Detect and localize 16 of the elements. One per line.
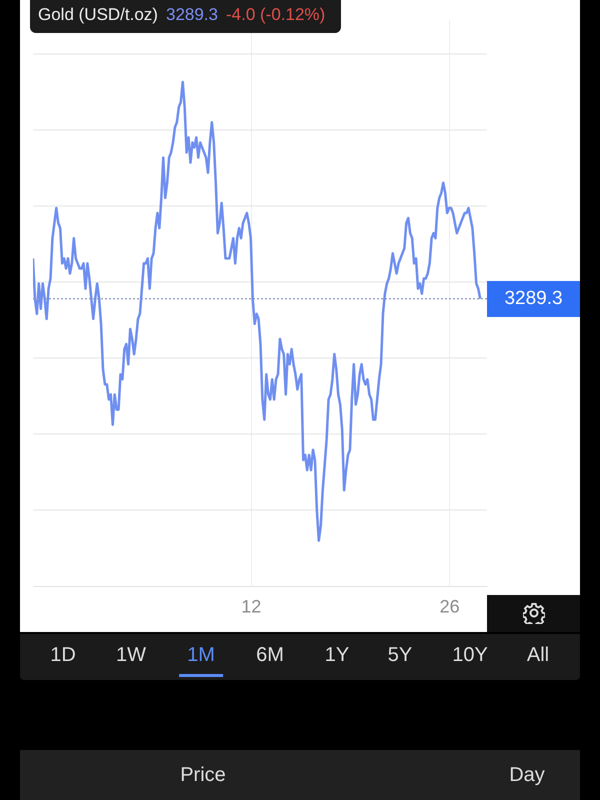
text: 3289.3 (487, 280, 580, 317)
text: 1Y (324, 644, 350, 667)
text: All (526, 644, 550, 667)
text: 10Y (452, 644, 488, 667)
text: 1M (179, 644, 223, 677)
text: 6M (256, 644, 284, 667)
x-tick-label: 26 (440, 596, 460, 616)
text: -4.0 (-0.12%) (226, 5, 326, 24)
text: Day (509, 764, 545, 787)
text: 5Y (388, 644, 412, 667)
text: 3289.3 (166, 5, 218, 24)
text: Price (180, 764, 226, 787)
text: 1D (50, 644, 76, 667)
x-tick-label: 12 (241, 596, 262, 616)
chart-title: Gold (USD/t.oz) (38, 5, 158, 24)
text: 1W (116, 644, 146, 667)
